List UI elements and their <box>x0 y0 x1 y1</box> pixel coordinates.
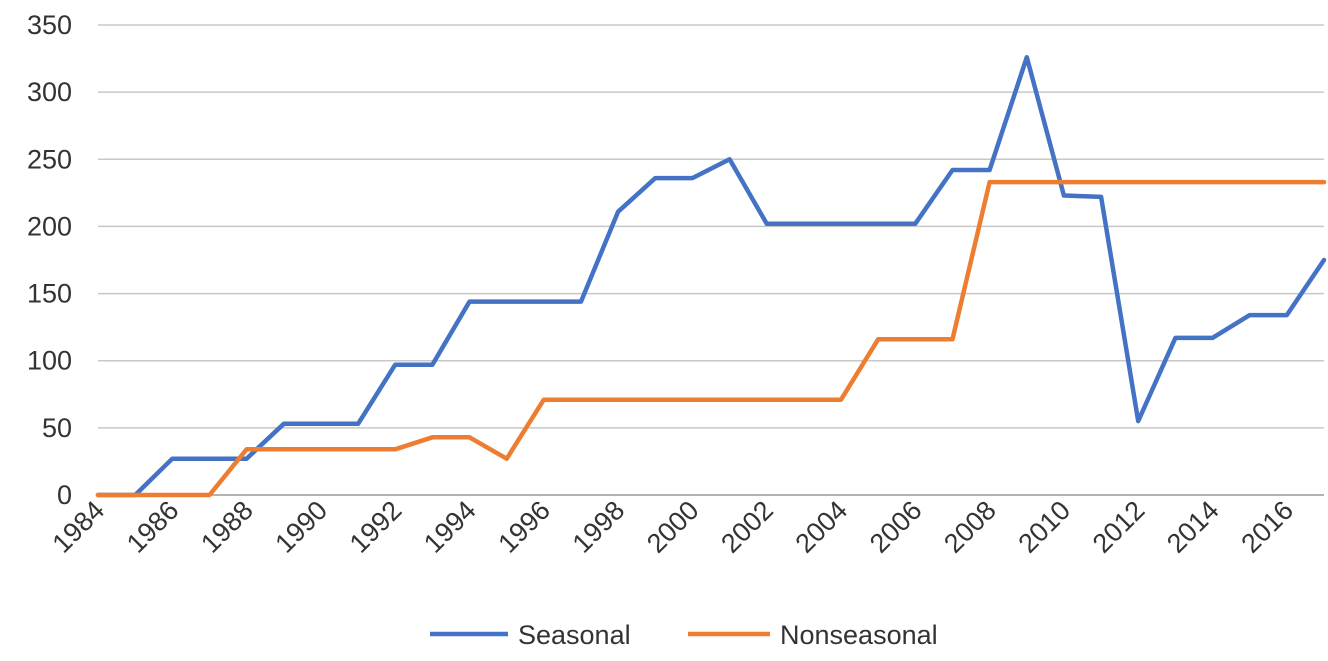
x-tick-label: 1986 <box>121 495 185 559</box>
x-tick-label: 2008 <box>938 495 1002 559</box>
y-tick-label: 0 <box>57 480 72 510</box>
x-tick-label: 1990 <box>269 495 333 559</box>
x-tick-label: 1992 <box>344 495 408 559</box>
x-axis-tick-labels: 1984 1986 1988 1990 1992 1994 1996 1998 2000 2002… <box>47 495 1300 559</box>
legend-label-seasonal: Seasonal <box>518 620 631 650</box>
y-tick-label: 50 <box>42 413 72 443</box>
x-tick-label: 1998 <box>567 495 631 559</box>
y-tick-label: 350 <box>27 10 72 40</box>
x-tick-label: 1996 <box>492 495 556 559</box>
y-axis-tick-labels: 0 50 100 150 200 250 300 350 <box>27 10 72 510</box>
x-tick-label: 2006 <box>864 495 928 559</box>
y-tick-label: 150 <box>27 279 72 309</box>
y-tick-label: 100 <box>27 346 72 376</box>
x-tick-label: 2012 <box>1087 495 1151 559</box>
x-tick-label: 2010 <box>1012 495 1076 559</box>
series-line-seasonal <box>95 54 1327 498</box>
x-tick-label: 2000 <box>641 495 705 559</box>
x-tick-label: 2002 <box>715 495 779 559</box>
x-tick-label: 2016 <box>1235 495 1299 559</box>
y-tick-label: 250 <box>27 144 72 174</box>
legend: Seasonal Nonseasonal <box>430 620 938 650</box>
x-tick-label: 2004 <box>790 495 854 559</box>
series-line-nonseasonal <box>95 179 1327 498</box>
x-tick-label: 1988 <box>195 495 259 559</box>
gridlines <box>98 24 1324 496</box>
y-tick-label: 300 <box>27 77 72 107</box>
legend-label-nonseasonal: Nonseasonal <box>780 620 938 650</box>
y-tick-label: 200 <box>27 211 72 241</box>
x-tick-label: 1994 <box>418 495 482 559</box>
series-lines <box>95 54 1327 498</box>
x-tick-label: 2014 <box>1161 495 1225 559</box>
